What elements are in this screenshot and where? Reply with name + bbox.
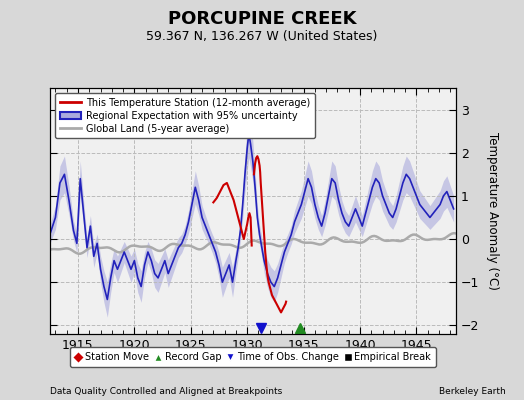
Y-axis label: Temperature Anomaly (°C): Temperature Anomaly (°C) bbox=[486, 132, 499, 290]
Text: 59.367 N, 136.267 W (United States): 59.367 N, 136.267 W (United States) bbox=[146, 30, 378, 43]
Legend: This Temperature Station (12-month average), Regional Expectation with 95% uncer: This Temperature Station (12-month avera… bbox=[54, 93, 315, 138]
Text: Data Quality Controlled and Aligned at Breakpoints: Data Quality Controlled and Aligned at B… bbox=[50, 387, 282, 396]
Legend: Station Move, Record Gap, Time of Obs. Change, Empirical Break: Station Move, Record Gap, Time of Obs. C… bbox=[70, 347, 436, 367]
Text: Berkeley Earth: Berkeley Earth bbox=[439, 387, 506, 396]
Text: PORCUPINE CREEK: PORCUPINE CREEK bbox=[168, 10, 356, 28]
